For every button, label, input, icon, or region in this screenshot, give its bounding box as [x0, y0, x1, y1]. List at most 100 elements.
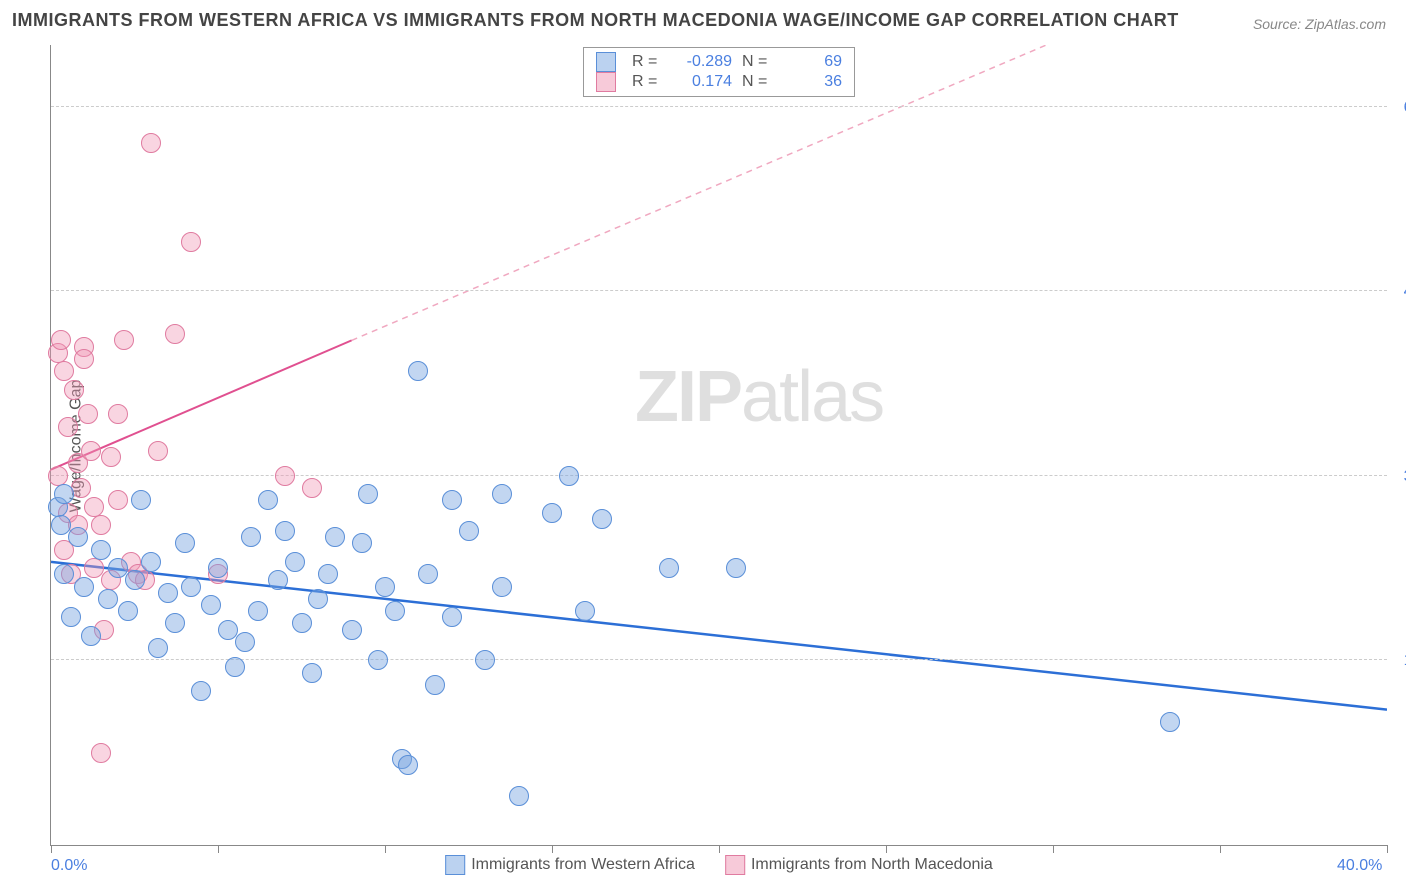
- data-point: [51, 330, 71, 350]
- data-point: [91, 743, 111, 763]
- y-tick-label: 60.0%: [1394, 99, 1406, 117]
- data-point: [241, 527, 261, 547]
- gridline: [51, 290, 1387, 291]
- data-point: [74, 349, 94, 369]
- x-tick-label: 40.0%: [1337, 857, 1382, 875]
- data-point: [81, 626, 101, 646]
- correlation-row-blue: R = -0.289 N = 69: [596, 52, 842, 72]
- data-point: [74, 577, 94, 597]
- data-point: [342, 620, 362, 640]
- data-point: [108, 490, 128, 510]
- data-point: [54, 484, 74, 504]
- data-point: [308, 589, 328, 609]
- data-point: [442, 490, 462, 510]
- scatter-plot-area: ZIPatlas R = -0.289 N = 69 R = 0.174 N =…: [50, 45, 1387, 846]
- source-label: Source:: [1253, 16, 1305, 32]
- correlation-legend: R = -0.289 N = 69 R = 0.174 N = 36: [583, 47, 855, 97]
- data-point: [475, 650, 495, 670]
- x-tick-label: 0.0%: [51, 857, 87, 875]
- pink-swatch-icon: [596, 72, 616, 92]
- watermark: ZIPatlas: [635, 356, 883, 438]
- data-point: [542, 503, 562, 523]
- data-point: [492, 577, 512, 597]
- data-point: [408, 361, 428, 381]
- data-point: [114, 330, 134, 350]
- data-point: [368, 650, 388, 670]
- data-point: [248, 601, 268, 621]
- gridline: [51, 659, 1387, 660]
- data-point: [358, 484, 378, 504]
- data-point: [98, 589, 118, 609]
- watermark-rest: atlas: [741, 357, 883, 437]
- chart-title: IMMIGRANTS FROM WESTERN AFRICA VS IMMIGR…: [12, 10, 1179, 31]
- blue-n-value: 69: [782, 53, 842, 71]
- data-point: [318, 564, 338, 584]
- data-point: [225, 657, 245, 677]
- x-tick: [218, 845, 219, 853]
- data-point: [235, 632, 255, 652]
- r-label: R =: [632, 73, 662, 91]
- gridline: [51, 475, 1387, 476]
- data-point: [84, 497, 104, 517]
- data-point: [91, 515, 111, 535]
- data-point: [81, 441, 101, 461]
- data-point: [48, 466, 68, 486]
- data-point: [54, 361, 74, 381]
- data-point: [61, 607, 81, 627]
- y-tick-label: 15.0%: [1394, 652, 1406, 670]
- data-point: [101, 447, 121, 467]
- data-point: [118, 601, 138, 621]
- data-point: [325, 527, 345, 547]
- watermark-bold: ZIP: [635, 357, 741, 437]
- blue-swatch-icon: [596, 52, 616, 72]
- data-point: [459, 521, 479, 541]
- data-point: [302, 478, 322, 498]
- r-label: R =: [632, 53, 662, 71]
- data-point: [125, 570, 145, 590]
- data-point: [258, 490, 278, 510]
- data-point: [208, 558, 228, 578]
- data-point: [191, 681, 211, 701]
- data-point: [175, 533, 195, 553]
- pink-r-value: 0.174: [672, 73, 732, 91]
- x-tick: [1053, 845, 1054, 853]
- data-point: [165, 324, 185, 344]
- data-point: [268, 570, 288, 590]
- data-point: [1160, 712, 1180, 732]
- correlation-row-pink: R = 0.174 N = 36: [596, 72, 842, 92]
- data-point: [659, 558, 679, 578]
- gridline: [51, 106, 1387, 107]
- x-tick: [1387, 845, 1388, 853]
- data-point: [141, 133, 161, 153]
- series-legend: Immigrants from Western Africa Immigrant…: [445, 855, 993, 875]
- data-point: [442, 607, 462, 627]
- data-point: [165, 613, 185, 633]
- x-tick: [719, 845, 720, 853]
- blue-r-value: -0.289: [672, 53, 732, 71]
- n-label: N =: [742, 73, 772, 91]
- trend-lines-layer: [51, 45, 1387, 845]
- data-point: [592, 509, 612, 529]
- data-point: [492, 484, 512, 504]
- blue-swatch-icon: [445, 855, 465, 875]
- pink-swatch-icon: [725, 855, 745, 875]
- data-point: [398, 755, 418, 775]
- n-label: N =: [742, 53, 772, 71]
- data-point: [726, 558, 746, 578]
- data-point: [292, 613, 312, 633]
- data-point: [148, 638, 168, 658]
- x-tick: [51, 845, 52, 853]
- data-point: [352, 533, 372, 553]
- x-tick: [552, 845, 553, 853]
- pink-n-value: 36: [782, 73, 842, 91]
- y-tick-label: 45.0%: [1394, 283, 1406, 301]
- data-point: [91, 540, 111, 560]
- data-point: [425, 675, 445, 695]
- data-point: [385, 601, 405, 621]
- data-point: [509, 786, 529, 806]
- data-point: [181, 232, 201, 252]
- data-point: [68, 527, 88, 547]
- data-point: [108, 404, 128, 424]
- data-point: [58, 417, 78, 437]
- pink-series-label: Immigrants from North Macedonia: [751, 856, 993, 874]
